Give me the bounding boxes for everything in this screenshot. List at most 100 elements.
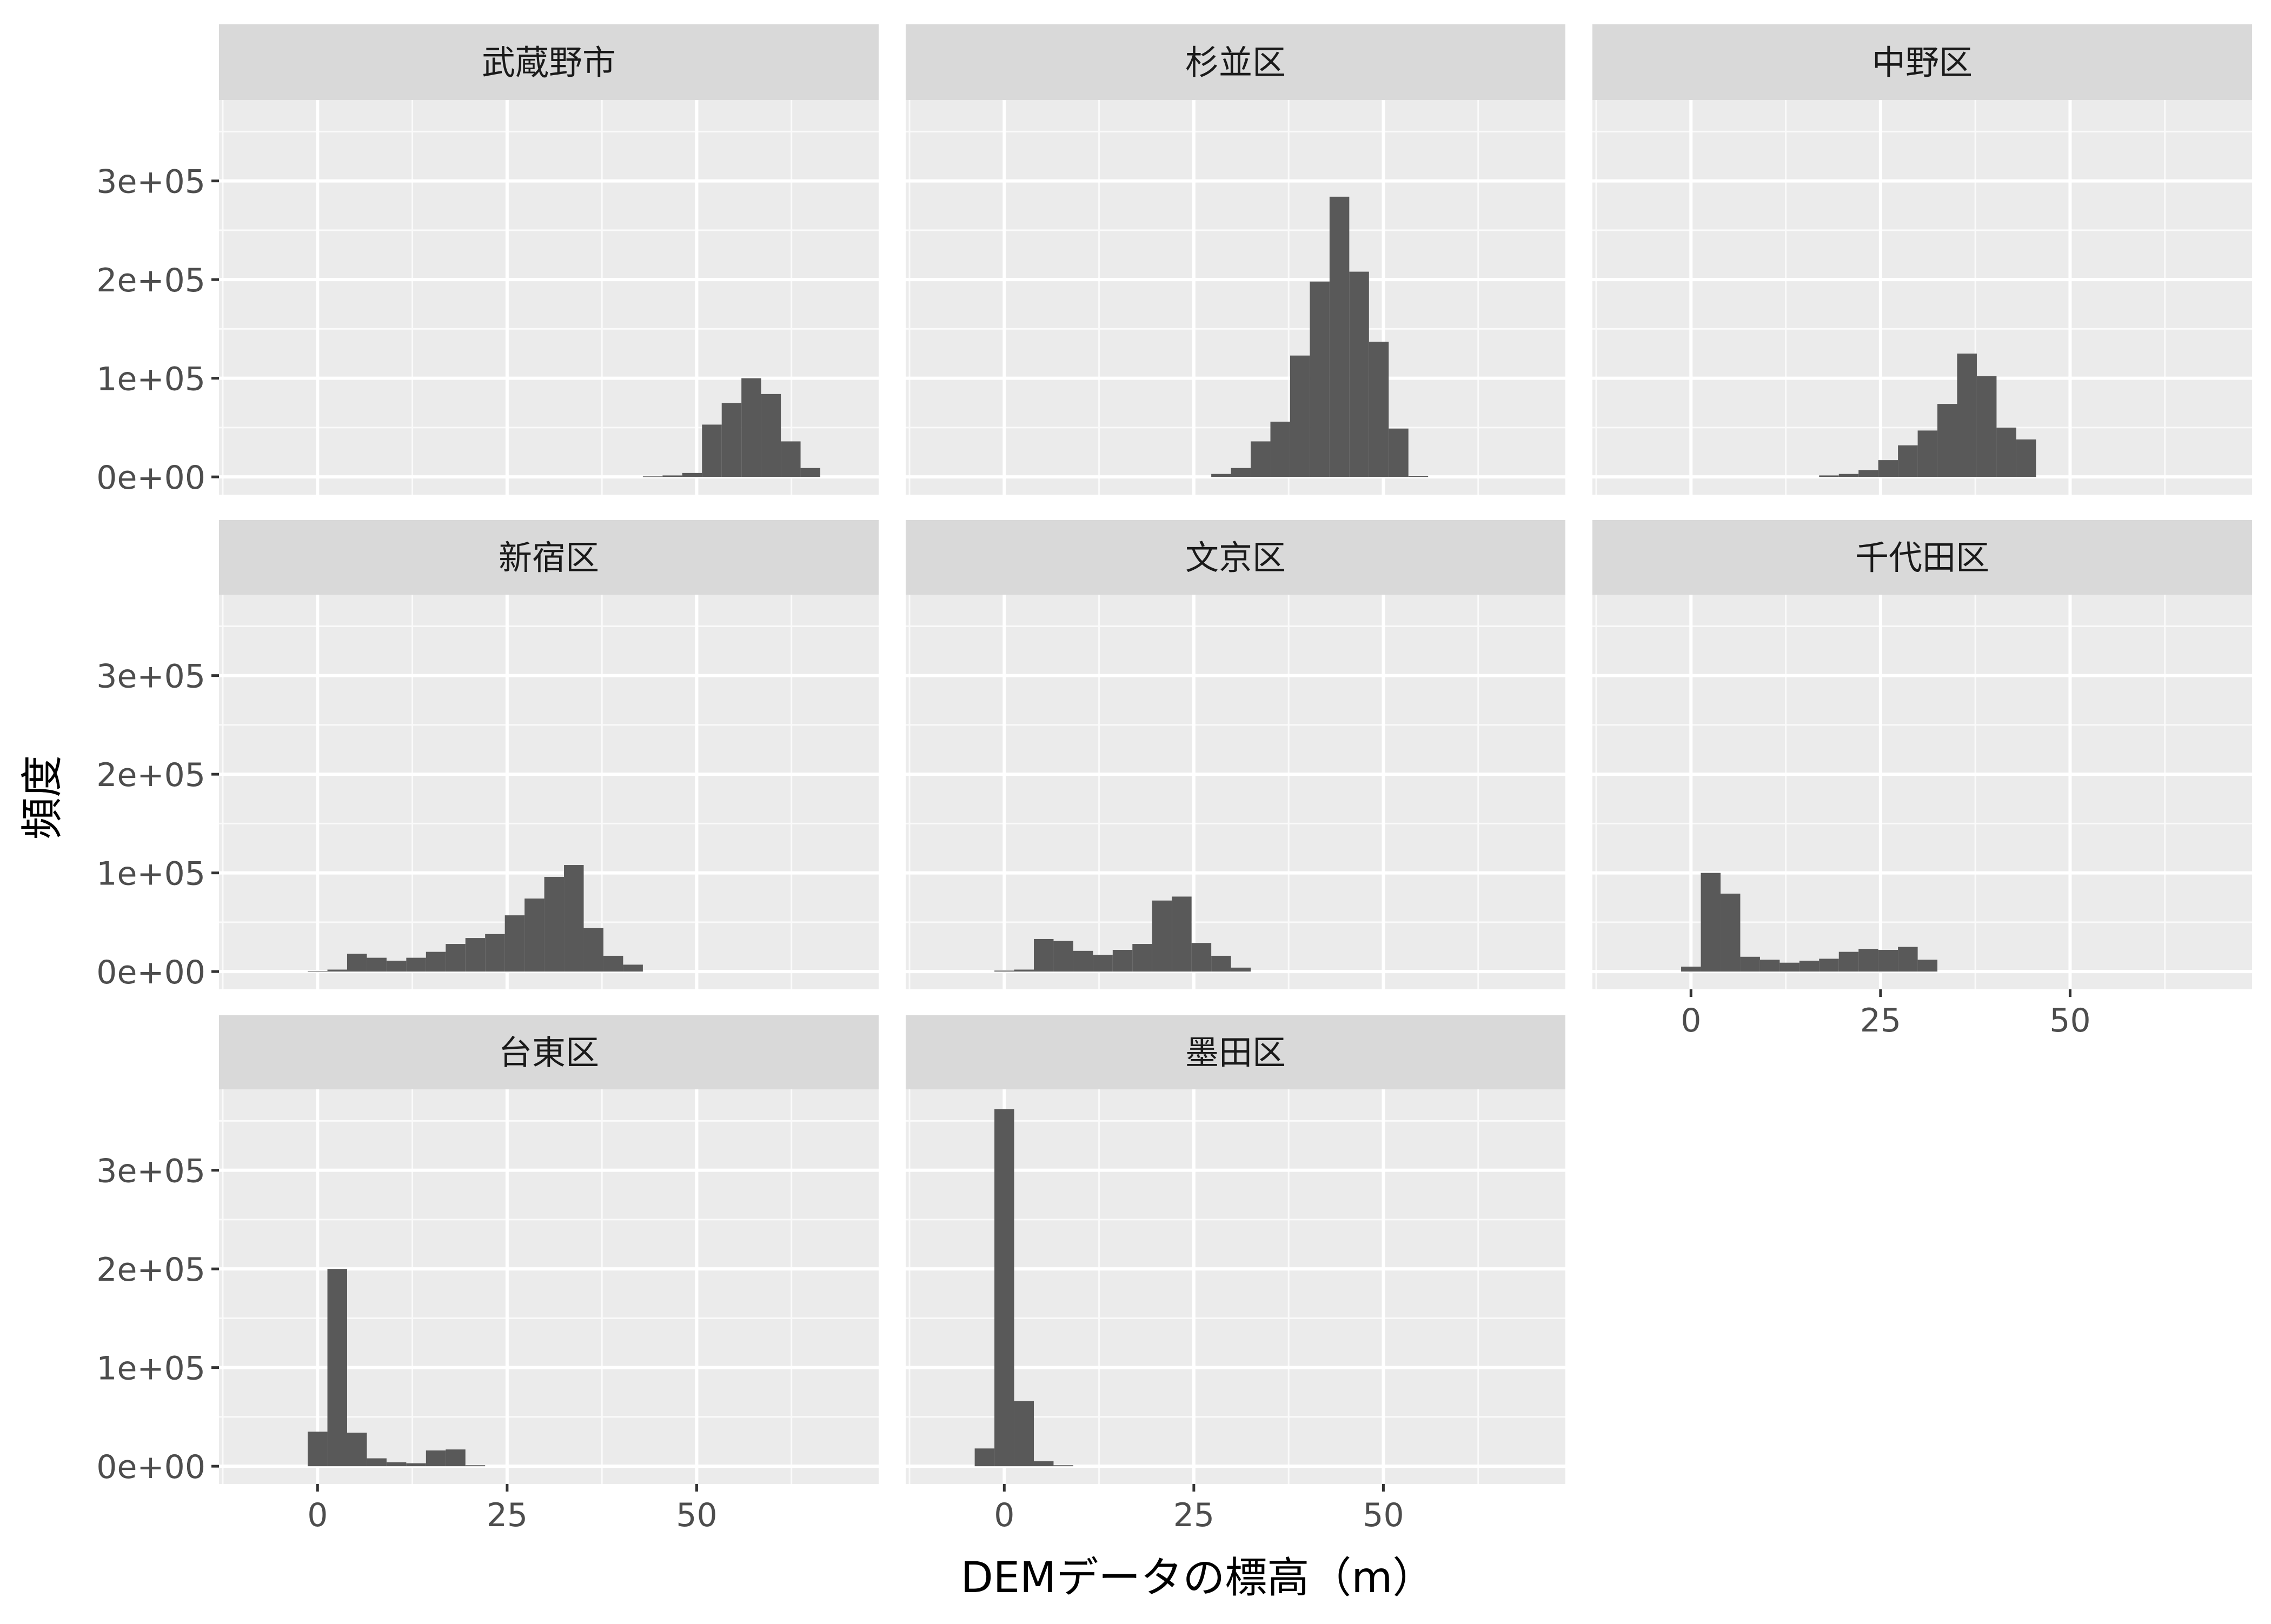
histogram-bar [1290, 355, 1310, 477]
histogram-bar [1681, 967, 1701, 972]
histogram-bar [1349, 271, 1369, 477]
x-tick-label: 0 [994, 1496, 1014, 1534]
y-tick-label: 1e+05 [96, 361, 205, 398]
histogram-bar [1270, 421, 1290, 477]
histogram-bar [465, 938, 486, 972]
histogram-bar [583, 928, 603, 972]
histogram-bar [1838, 951, 1859, 972]
histogram-bar [1251, 441, 1271, 477]
histogram-bar [1996, 427, 2016, 477]
histogram-bar [327, 969, 347, 972]
histogram-bar [426, 951, 446, 972]
facet-strip [219, 520, 879, 595]
histogram-bar [1976, 376, 1997, 477]
histogram-bar [1014, 969, 1034, 972]
y-tick-label: 3e+05 [96, 163, 205, 201]
x-tick-label: 50 [2049, 1002, 2090, 1040]
histogram-bar [426, 1450, 446, 1467]
histogram-bar [1759, 960, 1780, 972]
histogram-bar [603, 955, 623, 972]
facet-panel: 台東区 0e+00 1e+05 2e+05 3e+05 0 25 50 [96, 1015, 879, 1534]
histogram-bar [1172, 896, 1192, 972]
x-tick-label: 0 [307, 1496, 328, 1534]
histogram-bar [544, 876, 565, 972]
histogram-bar [800, 468, 821, 477]
histogram-bar [1740, 956, 1760, 972]
y-tick-label: 1e+05 [96, 855, 205, 893]
histogram-bar [1878, 950, 1898, 972]
panel-background [906, 100, 1565, 495]
histogram-bar [1053, 941, 1073, 972]
histogram-bar [367, 1458, 387, 1467]
histogram-bar [1408, 476, 1429, 477]
y-tick-label: 3e+05 [96, 658, 205, 696]
histogram-bar [1838, 474, 1859, 477]
histogram-bar [1917, 430, 1938, 477]
histogram-bar [623, 964, 643, 972]
histogram-bar [1701, 873, 1721, 972]
histogram-bar [1191, 943, 1212, 972]
x-tick-label: 50 [676, 1496, 717, 1534]
histogram-bar [1937, 404, 1957, 477]
histogram-bar [1898, 947, 1918, 972]
facet-panel: 杉並区 [906, 24, 1565, 495]
histogram-bar [386, 961, 407, 972]
facet-panel: 中野区 [1592, 24, 2252, 495]
facet-title: 新宿区 [499, 538, 599, 577]
histogram-bar [1898, 445, 1918, 477]
facet-panel: 千代田区 0 25 50 [1592, 520, 2252, 1040]
histogram-bar [406, 957, 426, 972]
histogram-bar [1053, 1465, 1073, 1467]
histogram-bar [485, 934, 505, 972]
y-axis-title: 頻度 [18, 755, 67, 840]
histogram-bar [465, 1465, 486, 1467]
facet-title: 文京区 [1185, 538, 1286, 577]
histogram-bar [1033, 1461, 1054, 1467]
panel-background [906, 595, 1565, 989]
facet-strip [1592, 520, 2252, 595]
histogram-bar [1819, 959, 1839, 972]
histogram-bar [781, 441, 801, 477]
histogram-bar [662, 475, 682, 477]
facet-title: 台東区 [499, 1033, 599, 1073]
y-tick-label: 0e+00 [96, 459, 205, 497]
histogram-bar [1878, 460, 1898, 477]
histogram-bar [1033, 939, 1054, 972]
facet-title: 中野区 [1872, 43, 1973, 82]
histogram-bar [642, 476, 663, 477]
histogram-bar [1917, 960, 1938, 972]
histogram-bar [1093, 955, 1113, 972]
histogram-bar [1211, 955, 1231, 972]
histogram-bar [721, 403, 742, 477]
histogram-bar [1152, 900, 1172, 972]
histogram-bar [406, 1463, 426, 1467]
histogram-bar [564, 865, 584, 972]
facet-title: 武蔵野市 [482, 43, 616, 82]
y-tick-label: 0e+00 [96, 954, 205, 991]
histogram-bar [1858, 470, 1878, 477]
y-tick-label: 3e+05 [96, 1153, 205, 1190]
histogram-bar [1112, 950, 1133, 972]
histogram-bar [1799, 961, 1820, 972]
facet-strip [1592, 24, 2252, 100]
histogram-bar [446, 944, 466, 972]
histogram-bar [1389, 428, 1409, 477]
panel-background [1592, 100, 2252, 495]
y-tick-label: 2e+05 [96, 262, 205, 299]
histogram-bar [524, 898, 544, 972]
facet-panel: 新宿区 0e+00 1e+05 2e+05 3e+05 [96, 520, 879, 991]
histogram-bar [761, 394, 781, 477]
histogram-bar [741, 378, 761, 477]
x-tick-label: 50 [1363, 1496, 1404, 1534]
y-tick-label: 0e+00 [96, 1448, 205, 1486]
histogram-bar [1231, 468, 1251, 477]
histogram-bar [1369, 342, 1389, 477]
histogram-bar [1858, 949, 1878, 972]
histogram-bar [1014, 1401, 1034, 1467]
facet-strip [219, 1015, 879, 1089]
histogram-bar [974, 1448, 995, 1467]
histogram-bar [504, 915, 525, 972]
